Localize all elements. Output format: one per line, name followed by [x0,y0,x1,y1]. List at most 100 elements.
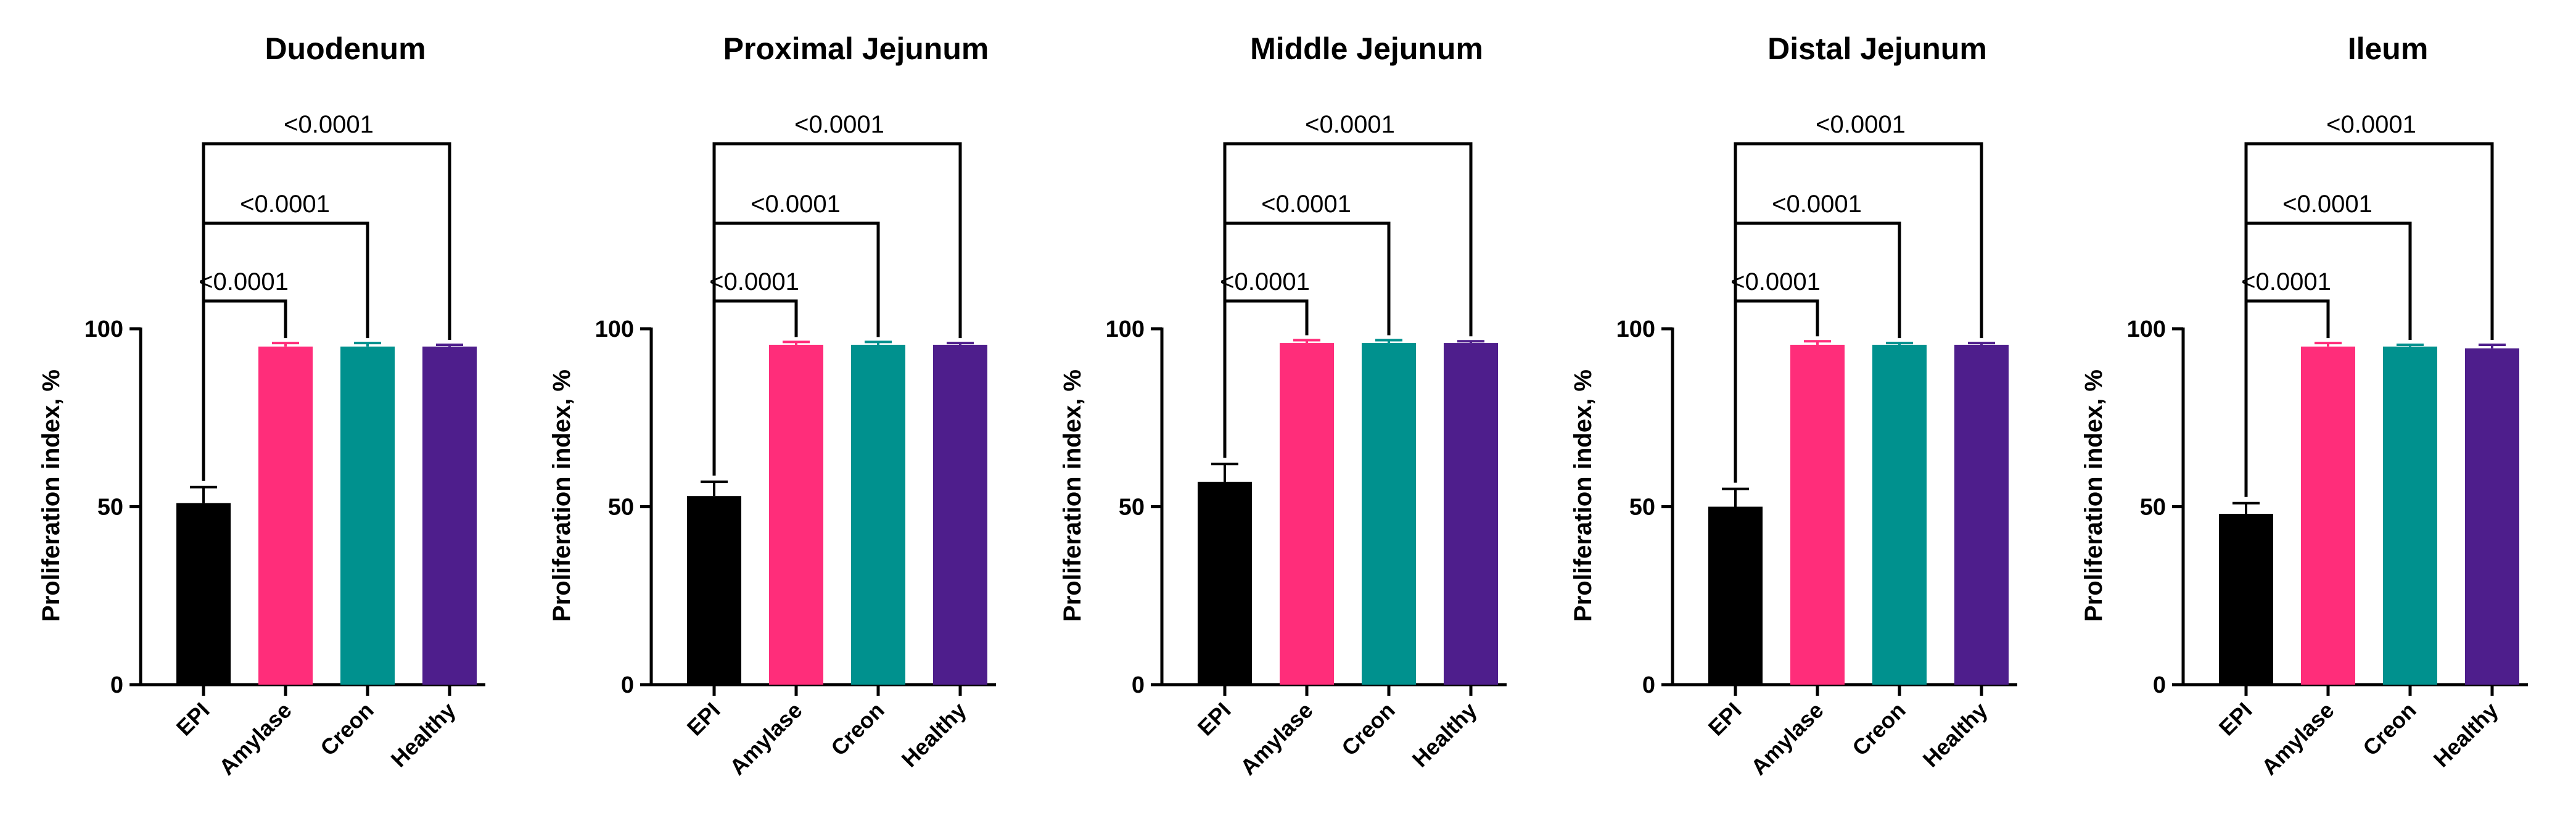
x-tick-label: EPI [2214,698,2257,741]
x-tick-label: Creon [315,698,379,761]
significance-bracket [712,221,880,337]
bar [933,344,987,685]
chart-title: Middle Jejunum [1250,31,1483,66]
y-axis-label: Proliferation index, % [548,369,575,622]
p-value-label: <0.0001 [199,268,289,295]
significance-bracket [2244,221,2412,340]
y-tick-label: 100 [1106,316,1145,342]
x-tick-label: EPI [682,698,725,741]
bar [687,496,741,685]
y-tick-label: 50 [97,495,123,521]
x-tick-label: Healthy [1918,698,1993,772]
x-tick-label: EPI [1193,698,1236,741]
bar [1280,343,1334,685]
p-value-label: <0.0001 [751,191,841,218]
y-tick-label: 50 [1119,495,1145,521]
significance-bracket [1223,221,1391,336]
chart-panel: Ileum Proliferation index, % 0 50 100 EPI Amyl… [2080,31,2528,780]
p-value-label: <0.0001 [1305,111,1395,138]
y-axis-label: Proliferation index, % [2080,369,2107,622]
significance-bracket [202,299,287,481]
y-axis-label: Proliferation index, % [1570,369,1597,622]
x-tick-label: Amylase [1235,698,1318,780]
bar [2465,348,2519,685]
chart-title: Ileum [2348,31,2429,66]
p-value-label: <0.0001 [1220,268,1310,295]
significance-bracket [712,142,962,339]
x-tick-label: Healthy [1407,698,1482,772]
x-tick-label: Amylase [214,698,297,780]
p-value-label: <0.0001 [1816,111,1906,138]
x-tick-label: EPI [1703,698,1747,741]
chart-panel: Duodenum Proliferation index, % 0 50 100 EPI A… [38,31,485,780]
p-value-label: <0.0001 [2326,111,2416,138]
bar [258,346,313,685]
bar [851,344,905,685]
chart-title: Proximal Jejunum [723,31,989,66]
bar [1872,344,1927,685]
bar [176,503,231,685]
y-tick-label: 0 [110,672,123,698]
p-value-label: <0.0001 [1730,268,1821,295]
x-tick-label: Amylase [725,698,807,780]
significance-bracket [1223,142,1473,337]
y-tick-label: 50 [2140,495,2166,521]
significance-bracket [202,221,369,339]
y-tick-label: 0 [1132,672,1145,698]
x-tick-label: Creon [826,698,889,761]
y-tick-label: 50 [608,495,634,521]
bar [1790,344,1845,685]
p-value-label: <0.0001 [2282,191,2372,218]
bar [422,346,477,685]
y-tick-label: 100 [595,316,634,342]
significance-bracket [2244,142,2494,340]
y-tick-label: 100 [84,316,123,342]
y-axis-label: Proliferation index, % [1059,369,1086,622]
bar [769,344,823,685]
p-value-label: <0.0001 [794,111,884,138]
x-tick-label: EPI [171,698,215,741]
significance-bracket [1734,142,1983,339]
y-tick-label: 0 [2153,672,2166,698]
p-value-label: <0.0001 [284,111,374,138]
bar [1708,506,1763,685]
significance-bracket [1223,299,1309,458]
chart-title: Distal Jejunum [1767,31,1987,66]
x-tick-label: Healthy [897,698,971,772]
significance-bracket [1734,221,1901,339]
y-tick-label: 100 [2127,316,2166,342]
y-tick-label: 50 [1629,495,1655,521]
bar [2383,346,2437,685]
bar [2301,346,2355,685]
x-tick-label: Creon [1336,698,1400,761]
bar [1954,344,2009,685]
p-value-label: <0.0001 [709,268,799,295]
chart-panel: Middle Jejunum Proliferation index, % 0 50 1… [1059,31,1507,780]
bar [340,346,395,685]
y-tick-label: 0 [1642,672,1655,698]
bar [1362,343,1416,685]
bar [2219,514,2273,685]
significance-bracket [712,299,798,476]
y-tick-label: 100 [1616,316,1655,342]
chart-panel: Proximal Jejunum Proliferation index, % 0 5… [548,31,996,780]
x-tick-label: Creon [2358,698,2421,761]
y-tick-label: 0 [621,672,634,698]
y-axis-label: Proliferation index, % [38,369,65,622]
significance-bracket [2244,299,2330,497]
chart-panel: Distal Jejunum Proliferation index, % 0 50 1… [1570,31,2017,780]
bar [1444,343,1498,685]
p-value-label: <0.0001 [1261,191,1351,218]
significance-bracket [1734,299,1819,483]
x-tick-label: Healthy [386,698,461,772]
x-tick-label: Creon [1847,698,1911,761]
x-tick-label: Amylase [1746,698,1829,780]
x-tick-label: Healthy [2429,698,2503,772]
p-value-label: <0.0001 [1772,191,1862,218]
p-value-label: <0.0001 [240,191,330,218]
p-value-label: <0.0001 [2241,268,2331,295]
bar [1198,482,1252,685]
chart-title: Duodenum [265,31,426,66]
significance-bracket [202,142,451,340]
